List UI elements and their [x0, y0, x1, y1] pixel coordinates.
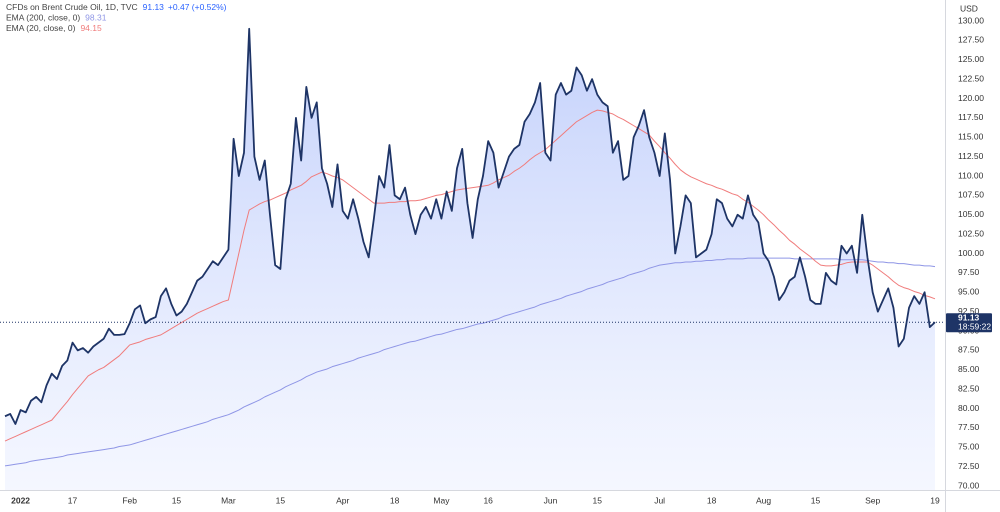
y-tick-label: 102.50	[958, 228, 984, 238]
x-tick-label: Jun	[544, 495, 558, 505]
x-tick-label: Aug	[756, 495, 771, 505]
legend-value: 91.13	[143, 2, 165, 12]
y-tick-label: 100.00	[958, 248, 984, 258]
x-tick-label: Jul	[654, 495, 665, 505]
y-tick-label: 80.00	[958, 403, 980, 413]
x-tick-label: 15	[172, 495, 182, 505]
legend-entry: CFDs on Brent Crude Oil, 1D, TVC 91.13 +0.…	[6, 2, 227, 12]
x-tick-label: 2022	[11, 495, 30, 505]
x-tick-label: 15	[593, 495, 603, 505]
y-tick-label: 115.00	[958, 132, 984, 142]
y-tick-label: 70.00	[958, 480, 980, 490]
y-tick-label: 112.50	[958, 151, 984, 161]
area	[5, 28, 935, 490]
y-tick-label: 92.50	[958, 306, 980, 316]
line	[4, 257, 936, 467]
y-tick-label: 127.50	[958, 35, 984, 45]
legend-name: EMA (20, close, 0)	[6, 23, 76, 33]
x-tick-label: Feb	[122, 495, 137, 505]
x-tick-label: Sep	[865, 495, 880, 505]
x-tick-label: 15	[811, 495, 821, 505]
legend-change: +0.47 (+0.52%)	[168, 2, 227, 12]
y-tick-label: 85.00	[958, 364, 980, 374]
x-tick-label: 18	[390, 495, 400, 505]
y-tick-label: 87.50	[958, 345, 980, 355]
x-tick-label: 15	[276, 495, 286, 505]
y-tick-label: 125.00	[958, 54, 984, 64]
y-tick-label: 110.00	[958, 170, 984, 180]
x-tick-label: 18	[707, 495, 717, 505]
legend-entry: EMA (20, close, 0) 94.15	[6, 23, 102, 33]
x-tick-label: 19	[930, 495, 940, 505]
x-tick-label: 16	[483, 495, 493, 505]
price-label-time: 18:59:22	[958, 321, 991, 331]
x-tick-label: Mar	[221, 495, 236, 505]
y-tick-label: 77.50	[958, 422, 980, 432]
y-tick-label: 122.50	[958, 73, 984, 83]
y-tick-label: 75.00	[958, 442, 980, 452]
price-label-value: 91.13	[958, 312, 980, 322]
legend-name: CFDs on Brent Crude Oil, 1D, TVC	[6, 2, 138, 12]
y-tick-label: 82.50	[958, 383, 980, 393]
y-tick-label: 105.00	[958, 209, 984, 219]
y-tick-label: 107.50	[958, 190, 984, 200]
legend-name: EMA (200, close, 0)	[6, 13, 80, 23]
line	[4, 109, 936, 442]
y-tick-label: 120.00	[958, 93, 984, 103]
x-tick-label: Apr	[336, 495, 349, 505]
x-tick-label: May	[433, 495, 450, 505]
price-label-box	[946, 313, 992, 333]
y-tick-label: 117.50	[958, 112, 984, 122]
y-tick-label: 130.00	[958, 15, 984, 25]
line	[4, 27, 936, 425]
x-tick-label: 17	[68, 495, 78, 505]
legend-value: 98.31	[85, 13, 107, 23]
legend-value: 94.15	[80, 23, 102, 33]
y-tick-label: 95.00	[958, 287, 980, 297]
y-tick-label: 72.50	[958, 461, 980, 471]
legend-entry: EMA (200, close, 0) 98.31	[6, 13, 107, 23]
y-tick-label: 97.50	[958, 267, 980, 277]
currency-label: USD	[960, 3, 978, 13]
